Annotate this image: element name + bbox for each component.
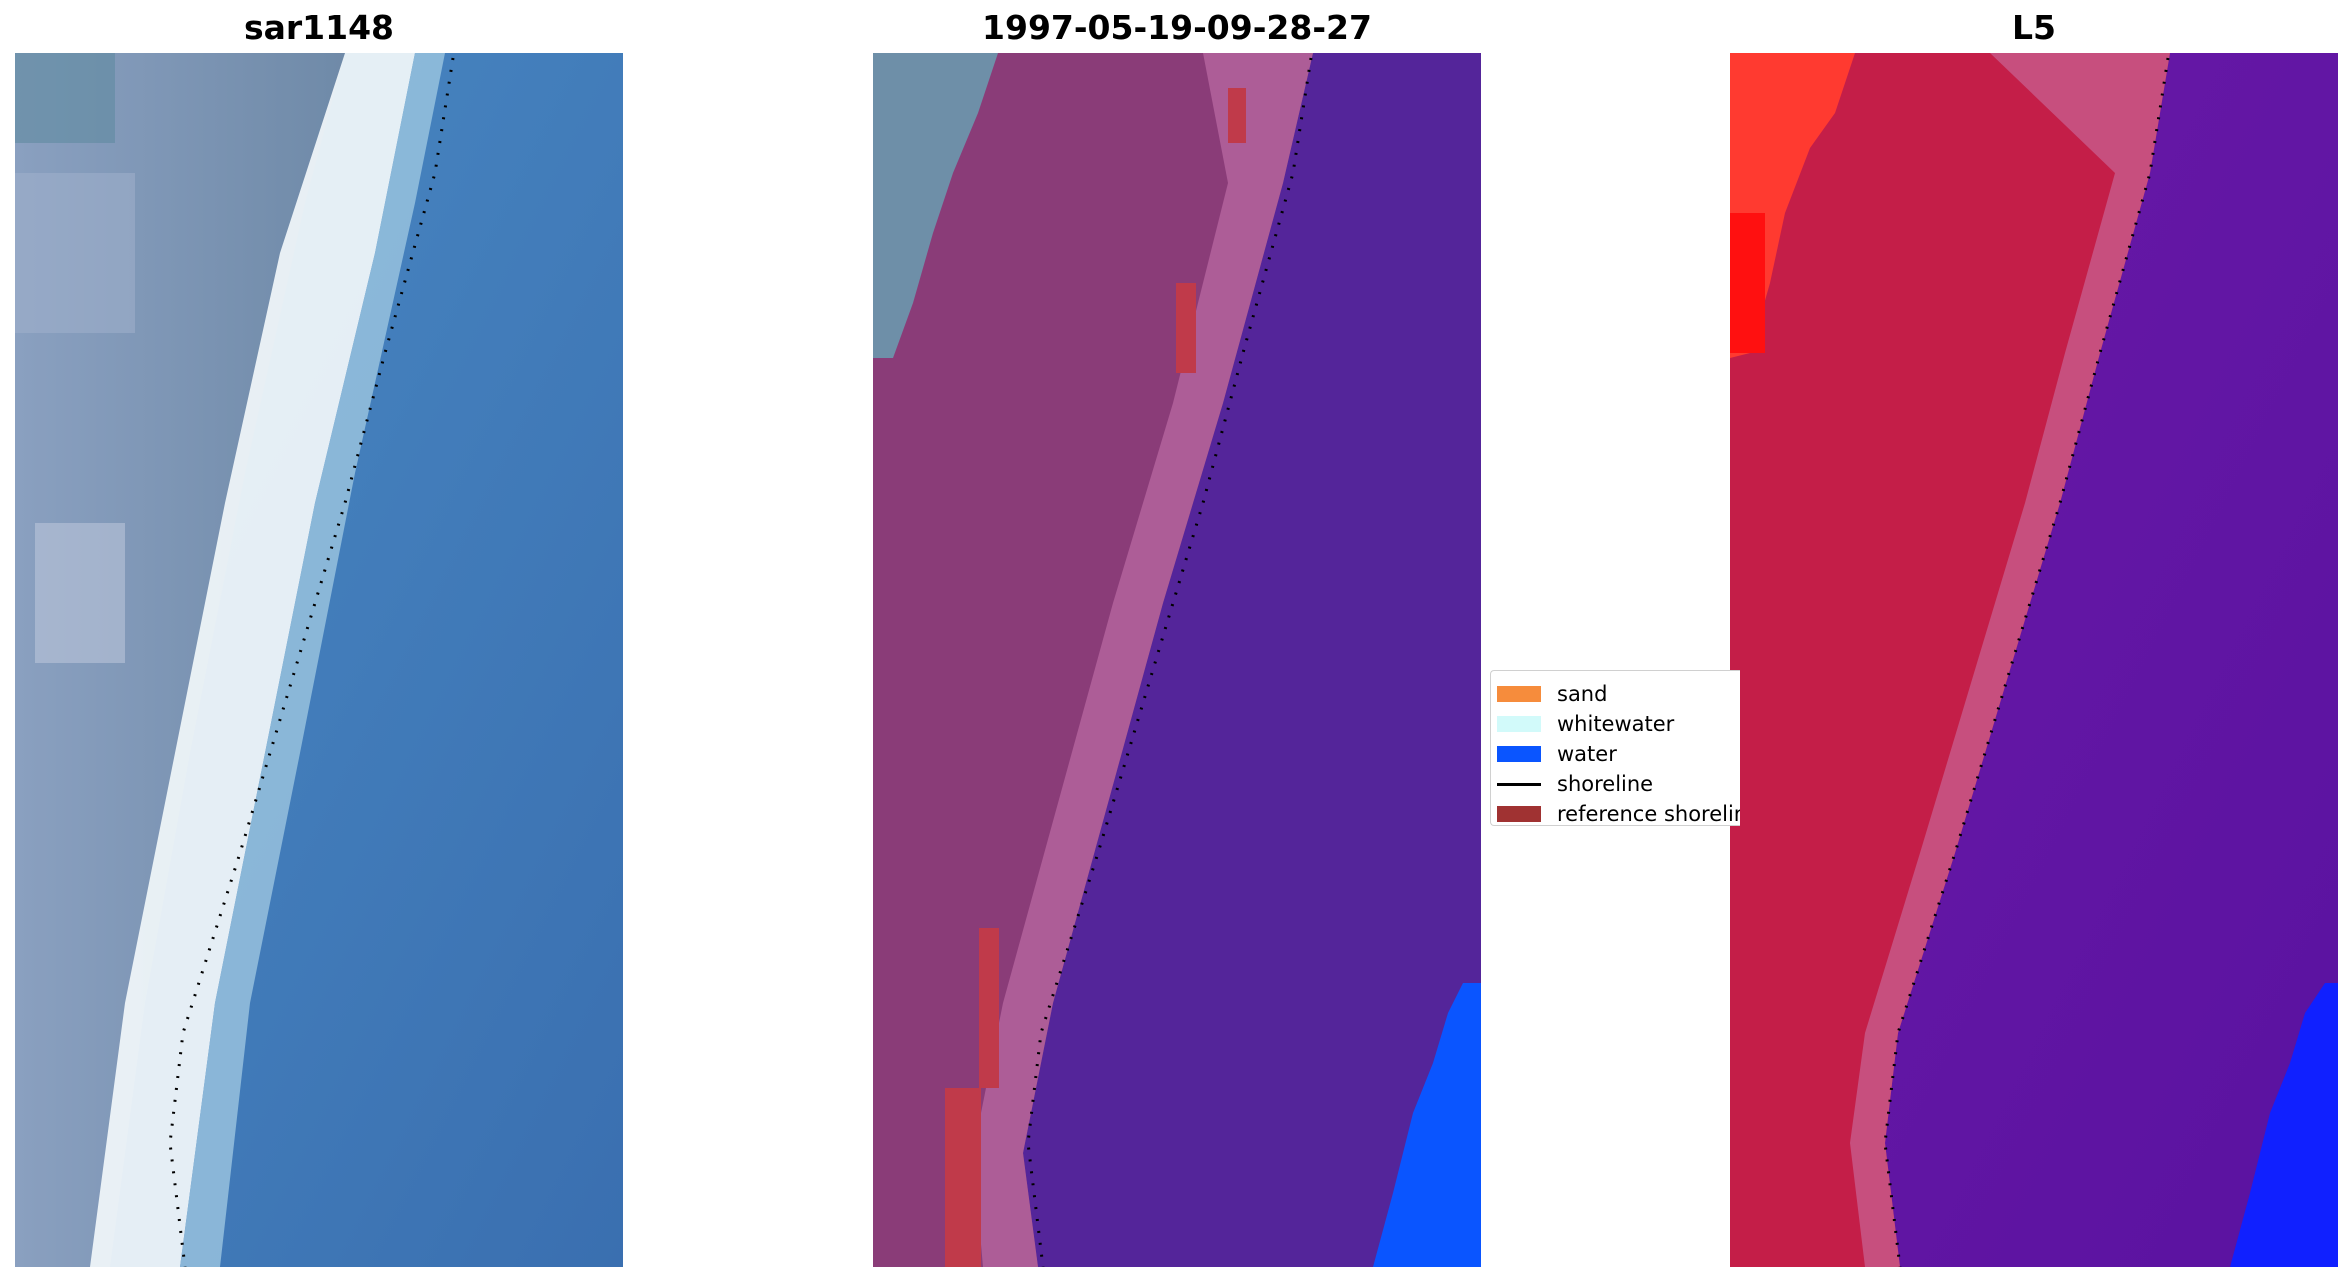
- panel-title-image: sar1148: [243, 8, 395, 47]
- legend-swatch-whitewater: [1497, 716, 1541, 732]
- legend-swatch-water: [1497, 746, 1541, 762]
- land-index-area: [1730, 53, 2170, 1267]
- legend-item-water: water: [1497, 739, 1617, 769]
- classified-image-panel: [873, 53, 1481, 1267]
- rgb-image-panel: [15, 53, 623, 1267]
- reference-shoreline-patch: [945, 1088, 981, 1267]
- surf-line: [90, 53, 415, 1267]
- legend-label: water: [1557, 742, 1617, 766]
- legend-label: whitewater: [1557, 712, 1675, 736]
- legend: sand whitewater water shoreline referenc…: [1490, 670, 1740, 826]
- blue-water-area: [1373, 983, 1481, 1267]
- legend-swatch-sand: [1497, 686, 1541, 702]
- blue-index-area: [2230, 983, 2338, 1267]
- legend-label: sand: [1557, 682, 1608, 706]
- reference-shoreline-patch: [1176, 283, 1196, 373]
- legend-line-shoreline: [1497, 782, 1541, 786]
- panel-title-classified: 1997-05-19-09-28-27: [982, 8, 1372, 47]
- legend-label: reference shoreline: [1557, 802, 1740, 826]
- legend-swatch-reference-shoreline: [1497, 806, 1541, 822]
- reference-shoreline-patch: [1228, 88, 1246, 143]
- legend-item-whitewater: whitewater: [1497, 709, 1674, 739]
- reference-shoreline-patch: [979, 928, 999, 1088]
- legend-item-reference-shoreline: reference shoreline: [1497, 799, 1740, 826]
- index-image-panel: [1730, 53, 2338, 1267]
- index-image: [1730, 53, 2338, 1267]
- rgb-image: [15, 53, 623, 1267]
- teal-area: [873, 53, 998, 358]
- legend-item-shoreline: shoreline: [1497, 769, 1653, 799]
- legend-item-sand: sand: [1497, 679, 1607, 709]
- panel-title-index: L5: [2012, 8, 2056, 47]
- legend-label: shoreline: [1557, 772, 1654, 796]
- classified-image: [873, 53, 1481, 1267]
